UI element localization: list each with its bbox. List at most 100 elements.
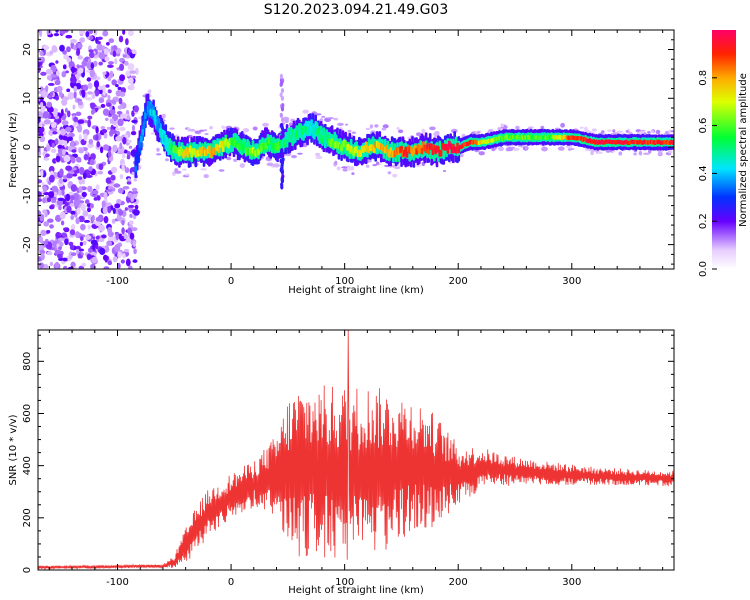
heatmap-cell (640, 129, 646, 132)
heatmap-cell (365, 127, 371, 131)
heatmap-cell (98, 52, 106, 60)
heatmap-cell (99, 146, 104, 154)
heatmap-cell (112, 207, 116, 214)
heatmap-cell (82, 240, 87, 246)
heatmap-cell (131, 190, 139, 194)
heatmap-cell (47, 75, 53, 81)
figure-title: S120.2023.094.21.49.G03 (264, 2, 449, 18)
heatmap-cell (239, 163, 245, 168)
heatmap-cell (117, 262, 121, 269)
heatmap-cell (58, 90, 63, 98)
heatmap-cell (96, 43, 103, 51)
heatmap-cell (97, 41, 101, 45)
heatmap-cell (78, 147, 84, 154)
x-tick-label: 0 (228, 276, 234, 287)
heatmap-cell (42, 185, 48, 193)
heatmap-cell (280, 106, 285, 112)
heatmap-cell (108, 38, 115, 44)
heatmap-cell (382, 124, 389, 129)
heatmap-cell (43, 119, 51, 125)
heatmap-cell (109, 70, 114, 79)
spectrogram-x-label: Height of straight line (km) (288, 285, 424, 296)
heatmap-cell (625, 130, 629, 133)
heatmap-cell (56, 70, 60, 77)
heatmap-cell (90, 62, 95, 69)
heatmap-cell (203, 174, 209, 179)
heatmap-cell (643, 132, 647, 135)
heatmap-cell (280, 95, 284, 101)
heatmap-cell (40, 169, 44, 177)
heatmap-cell (221, 125, 226, 129)
heatmap-cell (376, 161, 380, 165)
colorbar-tick-label: 0.8 (698, 70, 709, 86)
heatmap-cell (327, 117, 334, 120)
heatmap-cell (81, 191, 87, 198)
heatmap-cell (88, 30, 94, 35)
heatmap-cell (601, 130, 605, 134)
heatmap-cell (83, 133, 88, 141)
heatmap-cell (42, 209, 47, 214)
heatmap-cell (55, 155, 61, 162)
heatmap-cell (131, 227, 138, 232)
heatmap-cell (138, 140, 142, 148)
snr-y-label: SNR (10 * v/v) (8, 414, 19, 485)
heatmap-cell (147, 89, 152, 93)
heatmap-cell (129, 232, 135, 240)
heatmap-cell (110, 174, 116, 181)
heatmap-cell (98, 163, 104, 171)
x-tick-label: 200 (449, 577, 468, 588)
heatmap-cell (642, 152, 650, 155)
heatmap-cell (95, 126, 99, 134)
heatmap-cell (40, 253, 45, 261)
heatmap-cell (70, 75, 77, 84)
heatmap-cell (92, 189, 99, 195)
x-tick-label: 300 (562, 577, 581, 588)
heatmap-cell (122, 186, 130, 190)
heatmap-cell (369, 124, 374, 129)
heatmap-cell (116, 198, 122, 205)
heatmap-cell (184, 173, 190, 176)
heatmap-cell (280, 88, 285, 94)
heatmap-cell (218, 169, 225, 172)
heatmap-cell (144, 112, 147, 119)
heatmap-cell (115, 135, 123, 142)
heatmap-cell (321, 115, 326, 118)
heatmap-cell (50, 148, 57, 153)
heatmap-cell (75, 111, 82, 117)
heatmap-cell (396, 127, 400, 130)
heatmap-cell (101, 234, 107, 239)
heatmap-cell (59, 177, 63, 184)
heatmap-cell (43, 192, 50, 196)
heatmap-cell (118, 97, 123, 105)
heatmap-cell (140, 135, 143, 143)
heatmap-cell (75, 72, 80, 81)
heatmap-cell (107, 226, 112, 234)
heatmap-cell (284, 138, 288, 145)
heatmap-cell (121, 219, 125, 226)
heatmap-cell (134, 165, 138, 173)
heatmap-cell (95, 184, 100, 191)
heatmap-cell (50, 127, 58, 132)
heatmap-cell (98, 237, 105, 243)
snr-x-label: Height of straight line (km) (288, 585, 424, 596)
heatmap-cell (107, 76, 112, 82)
heatmap-cell (78, 166, 85, 175)
heatmap-cell (152, 109, 155, 117)
heatmap-cell (105, 84, 110, 88)
heatmap-cell (117, 187, 124, 194)
heatmap-cell (262, 122, 269, 127)
heatmap-cell (81, 60, 88, 67)
heatmap-cell (302, 109, 310, 114)
heatmap-cell (91, 91, 96, 100)
heatmap-cell (111, 218, 116, 224)
heatmap-cell (77, 100, 83, 106)
heatmap-cell (127, 227, 133, 235)
heatmap-cell (107, 64, 114, 68)
y-tick-label: 600 (22, 404, 33, 423)
heatmap-cell (79, 30, 85, 35)
heatmap-cell (616, 130, 624, 133)
heatmap-cell (39, 135, 44, 140)
heatmap-cell (156, 153, 162, 156)
heatmap-cell (119, 174, 124, 180)
heatmap-cell (280, 184, 284, 190)
